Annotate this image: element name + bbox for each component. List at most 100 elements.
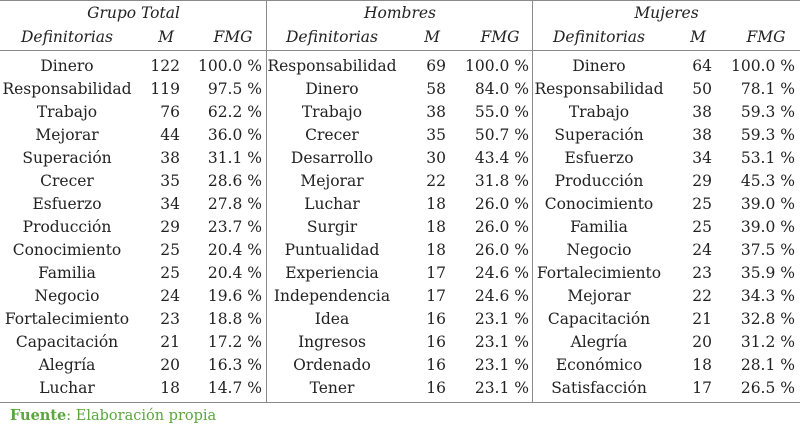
frequency-cell: 50: [692, 80, 712, 98]
data-table: Grupo Total Definitorias M FMG Dinero 122 100.…: [0, 0, 800, 403]
frequency-cell: 20: [160, 356, 180, 374]
fmg-cell: 50.7 %: [474, 126, 529, 144]
fmg-cell: 100.0 %: [464, 57, 529, 75]
fmg-cell: 39.0 %: [740, 195, 795, 213]
group-title: Hombres: [363, 4, 436, 22]
frequency-cell: 16: [426, 333, 446, 351]
table-group: Grupo Total Definitorias M FMG Dinero 122 100.…: [0, 0, 267, 403]
frequency-cell: 22: [692, 287, 712, 305]
term-cell: Capacitación: [547, 310, 651, 328]
column-header-m: M: [158, 28, 174, 46]
frequency-cell: 23: [160, 310, 180, 328]
fmg-cell: 14.7 %: [207, 379, 262, 397]
fmg-cell: 39.0 %: [740, 218, 795, 236]
frequency-cell: 34: [160, 195, 180, 213]
term-cell: Esfuerzo: [32, 195, 102, 213]
term-cell: Negocio: [34, 287, 100, 305]
frequency-cell: 38: [692, 126, 712, 144]
frequency-cell: 64: [692, 57, 712, 75]
frequency-cell: 29: [692, 172, 712, 190]
column-header-m: M: [424, 28, 440, 46]
frequency-cell: 20: [692, 333, 712, 351]
column-header-definitorias: Definitorias: [552, 28, 645, 46]
term-cell: Experiencia: [285, 264, 379, 282]
fmg-cell: 23.1 %: [474, 379, 529, 397]
frequency-cell: 38: [692, 103, 712, 121]
fmg-cell: 23.1 %: [474, 356, 529, 374]
frequency-cell: 16: [426, 379, 446, 397]
fmg-cell: 24.6 %: [474, 264, 529, 282]
table-group: Mujeres Definitorias M FMG Dinero 64 100.0 % Re…: [533, 0, 800, 403]
fmg-cell: 36.0 %: [207, 126, 262, 144]
fmg-cell: 16.3 %: [207, 356, 262, 374]
fmg-cell: 24.6 %: [474, 287, 529, 305]
column-header-fmg: FMG: [213, 28, 253, 46]
table-group: Hombres Definitorias M FMG Responsabilidad 69…: [267, 0, 533, 403]
term-cell: Trabajo: [36, 103, 98, 121]
frequency-cell: 29: [160, 218, 180, 236]
fmg-cell: 78.1 %: [740, 80, 795, 98]
term-cell: Alegría: [570, 333, 628, 351]
term-cell: Dinero: [305, 80, 359, 98]
term-cell: Responsabilidad: [2, 80, 132, 98]
frequency-cell: 34: [692, 149, 712, 167]
frequency-cell: 122: [150, 57, 180, 75]
column-divider: [266, 0, 267, 403]
fmg-cell: 31.8 %: [474, 172, 529, 190]
term-cell: Producción: [22, 218, 112, 236]
frequency-cell: 18: [426, 241, 446, 259]
term-cell: Fortalecimiento: [536, 264, 662, 282]
term-cell: Superación: [554, 126, 644, 144]
fmg-cell: 23.7 %: [207, 218, 262, 236]
term-cell: Surgir: [306, 218, 358, 236]
fmg-cell: 20.4 %: [207, 241, 262, 259]
frequency-cell: 22: [426, 172, 446, 190]
fmg-cell: 97.5 %: [207, 80, 262, 98]
term-cell: Fortalecimiento: [4, 310, 130, 328]
term-cell: Responsabilidad: [267, 57, 397, 75]
term-cell: Esfuerzo: [564, 149, 634, 167]
frequency-cell: 69: [426, 57, 446, 75]
frequency-cell: 18: [692, 356, 712, 374]
term-cell: Familia: [570, 218, 628, 236]
fmg-cell: 26.0 %: [474, 241, 529, 259]
term-cell: Conocimiento: [12, 241, 122, 259]
frequency-cell: 35: [426, 126, 446, 144]
frequency-cell: 38: [160, 149, 180, 167]
source-text: : Elaboración propia: [66, 408, 217, 424]
term-cell: Mejorar: [35, 126, 99, 144]
term-cell: Negocio: [566, 241, 632, 259]
term-cell: Ingresos: [298, 333, 366, 351]
source-label: Fuente: [10, 407, 67, 424]
frequency-cell: 25: [692, 195, 712, 213]
frequency-cell: 38: [426, 103, 446, 121]
term-cell: Puntualidad: [284, 241, 380, 259]
term-cell: Tener: [309, 379, 355, 397]
top-rule: [0, 0, 800, 1]
frequency-cell: 35: [160, 172, 180, 190]
fmg-cell: 19.6 %: [207, 287, 262, 305]
term-cell: Económico: [555, 356, 643, 374]
fmg-cell: 23.1 %: [474, 333, 529, 351]
frequency-cell: 18: [160, 379, 180, 397]
fmg-cell: 31.1 %: [207, 149, 262, 167]
frequency-cell: 58: [426, 80, 446, 98]
fmg-cell: 20.4 %: [207, 264, 262, 282]
term-cell: Ordenado: [293, 356, 371, 374]
frequency-cell: 21: [160, 333, 180, 351]
term-cell: Capacitación: [15, 333, 119, 351]
frequency-cell: 76: [160, 103, 180, 121]
frequency-cell: 25: [160, 241, 180, 259]
term-cell: Dinero: [40, 57, 94, 75]
term-cell: Crecer: [305, 126, 359, 144]
fmg-cell: 84.0 %: [474, 80, 529, 98]
frequency-cell: 16: [426, 356, 446, 374]
term-cell: Desarrollo: [290, 149, 374, 167]
column-header-definitorias: Definitorias: [285, 28, 378, 46]
header-rule: [0, 50, 800, 51]
fmg-cell: 59.3 %: [740, 103, 795, 121]
frequency-cell: 17: [426, 287, 446, 305]
fmg-cell: 43.4 %: [474, 149, 529, 167]
source-note: Fuente: Elaboración propia: [10, 403, 216, 429]
frequency-cell: 17: [692, 379, 712, 397]
